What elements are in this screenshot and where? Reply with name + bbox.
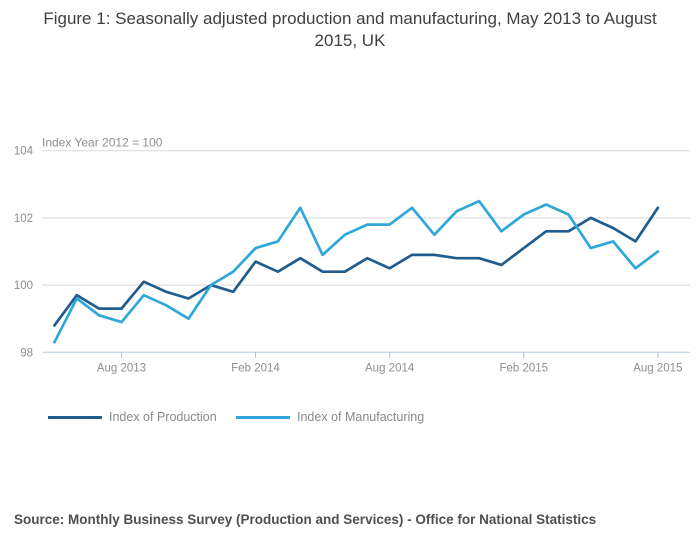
x-tick-label: Aug 2014 xyxy=(365,362,415,374)
y-tick-label: 100 xyxy=(14,280,33,292)
x-tick-label: Feb 2014 xyxy=(231,362,280,374)
y-tick-label: 104 xyxy=(14,146,34,158)
chart-legend: Index of Production Index of Manufacturi… xyxy=(0,408,700,428)
manufacturing-line-swatch xyxy=(236,415,290,419)
legend-label-production: Index of Production xyxy=(109,410,217,424)
production-line-swatch xyxy=(48,415,102,419)
legend-item-production: Index of Production xyxy=(48,408,217,426)
source-attribution: Source: Monthly Business Survey (Product… xyxy=(14,512,597,527)
x-tick-label: Aug 2015 xyxy=(633,362,682,374)
y-tick-label: 102 xyxy=(14,213,33,225)
line-chart: 98 100 102 104 Index Year 2012 = 100 Aug 2013… xyxy=(14,136,690,374)
production-series-line xyxy=(53,206,660,327)
chart-title: Figure 1: Seasonally adjusted production… xyxy=(43,9,657,51)
manufacturing-series-line xyxy=(53,199,660,344)
x-tick-label: Feb 2015 xyxy=(499,362,548,374)
y-tick-label: 98 xyxy=(20,347,33,359)
y-axis-unit-label: Index Year 2012 = 100 xyxy=(42,136,163,150)
legend-label-manufacturing: Index of Manufacturing xyxy=(297,410,425,424)
legend-item-manufacturing: Index of Manufacturing xyxy=(236,408,424,426)
x-tick-label: Aug 2013 xyxy=(97,362,146,374)
